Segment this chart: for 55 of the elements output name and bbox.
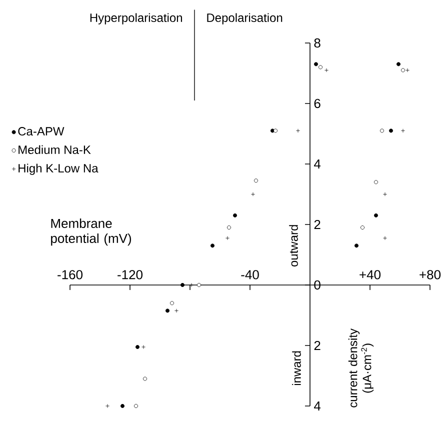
point [210,244,214,248]
x-tick-label: -120 [118,270,143,280]
point [380,128,384,133]
point [251,192,256,196]
text: Depolarisation [207,13,282,24]
point [197,282,202,287]
point [174,308,178,313]
y-tick-label: 4 [314,402,321,410]
annotation: outward [289,225,298,267]
annotation: inward [292,351,301,386]
point [374,180,378,184]
point [314,62,318,66]
point [274,128,278,133]
y-tick-label: 2 [314,220,320,230]
point [120,404,125,408]
point [180,282,185,287]
x-tick-label: -160 [58,270,83,280]
point [296,128,300,133]
point [401,68,405,72]
point [106,404,110,408]
point [142,345,146,349]
x-tick-label: -40 [241,270,259,280]
point [254,178,258,183]
point [383,192,387,196]
point [270,128,274,133]
point [170,301,174,306]
point [227,226,231,230]
x-tick-label: +80 [420,270,441,280]
point [396,62,400,66]
point [360,226,364,230]
y-tick-label: 2 [314,340,320,350]
x-axis-title: Membrane potential (mV) [51,218,132,246]
legend-label: Medium Na-K [18,145,91,154]
y-tick-label: 8 [314,38,320,48]
point [136,345,140,349]
point [389,128,393,133]
point [374,213,378,218]
legend-label: High K-Low Na [18,164,98,175]
point [318,65,322,70]
point [383,236,387,240]
point [233,213,238,218]
y-tick-label: 6 [314,98,320,108]
y-tick-label: 4 [314,160,321,168]
point [324,68,329,72]
text: Hyperpolarisation [90,13,182,24]
point [134,404,138,408]
point [354,244,358,248]
point [406,68,410,72]
point [226,236,230,240]
point [166,308,170,313]
x-tick-label: +40 [360,270,381,280]
point [143,376,148,381]
legend-label: Ca-APW [18,127,64,136]
point [401,128,405,133]
point [190,282,194,287]
